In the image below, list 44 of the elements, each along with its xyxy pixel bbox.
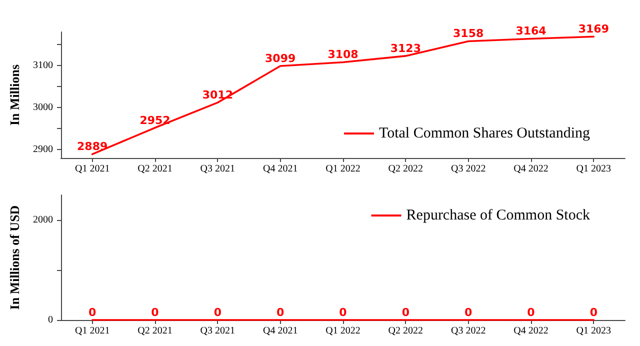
y-tick-label: 3000 — [33, 102, 53, 114]
data-label: 3158 — [453, 27, 484, 40]
x-tick-label: Q4 2021 — [262, 326, 298, 336]
data-label: 0 — [464, 306, 473, 319]
x-tick-label: Q2 2021 — [138, 326, 172, 336]
x-tick-label: Q4 2022 — [514, 326, 548, 336]
legend-label: Total Common Shares Outstanding — [378, 126, 590, 142]
data-label: 3108 — [328, 48, 358, 62]
x-tick-label: Q3 2021 — [200, 164, 236, 174]
y-tick-label: 0 — [48, 314, 53, 326]
x-tick-label: Q1 2023 — [576, 326, 612, 336]
x-tick-label: Q1 2023 — [576, 164, 612, 174]
x-tick-label: Q1 2021 — [74, 164, 110, 174]
legend-label: Repurchase of Common Stock — [406, 208, 590, 224]
x-tick-label: Q1 2022 — [326, 326, 360, 336]
data-label: 0 — [590, 306, 598, 319]
y-axis-title: In Millions — [7, 64, 22, 126]
data-label: 0 — [151, 306, 160, 319]
data-label: 0 — [276, 306, 285, 319]
data-label: 3164 — [516, 24, 547, 38]
y-axis-title: In Millions of USD — [7, 205, 22, 310]
x-tick-label: Q1 2022 — [326, 164, 360, 174]
x-tick-label: Q2 2022 — [388, 326, 424, 336]
x-tick-label: Q3 2021 — [200, 326, 236, 336]
x-tick-label: Q4 2021 — [262, 164, 298, 174]
data-label: 0 — [88, 306, 97, 319]
data-label: 0 — [339, 306, 348, 319]
x-tick-label: Q3 2022 — [450, 326, 486, 336]
data-label: 3169 — [578, 22, 609, 36]
x-tick-label: Q3 2022 — [450, 164, 486, 174]
data-label: 2952 — [140, 114, 170, 127]
data-label: 0 — [402, 306, 410, 319]
x-tick-label: Q1 2021 — [74, 326, 110, 336]
x-tick-label: Q2 2022 — [388, 164, 424, 174]
x-tick-label: Q4 2022 — [514, 164, 548, 174]
y-tick-label: 2000 — [33, 214, 53, 226]
y-tick-label: 2900 — [33, 144, 53, 156]
data-label: 3099 — [265, 52, 296, 66]
data-label: 0 — [527, 306, 536, 319]
data-label: 3123 — [390, 42, 421, 55]
data-label: 2889 — [77, 140, 108, 154]
data-label: 0 — [214, 306, 222, 319]
x-tick-label: Q2 2021 — [138, 164, 172, 174]
y-tick-label: 3100 — [33, 60, 53, 72]
